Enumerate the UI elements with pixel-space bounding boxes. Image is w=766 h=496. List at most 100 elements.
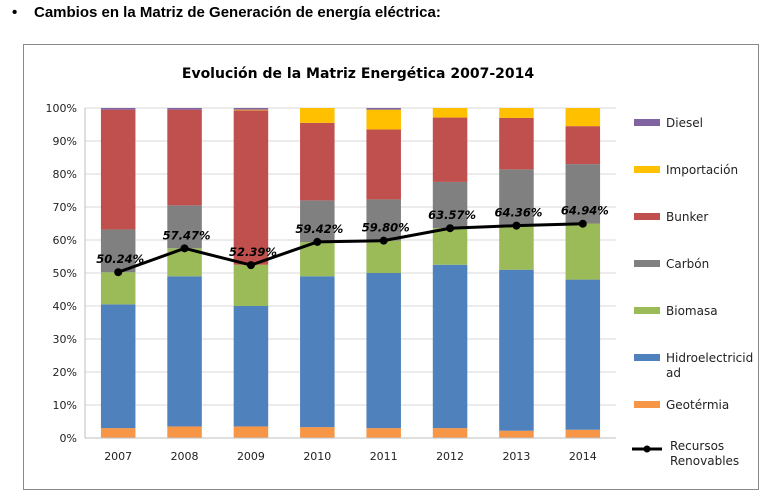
x-tick-label: 2009 <box>237 450 265 463</box>
section-heading: • Cambios en la Matriz de Generación de e… <box>12 4 441 21</box>
stacked-bar-chart: Evolución de la Matriz Energética 2007-2… <box>46 66 754 468</box>
bar-segment-bunker <box>167 109 202 206</box>
legend-label: Bunker <box>666 210 708 224</box>
renewables-point <box>313 237 322 246</box>
bar-segment-geotermia <box>432 428 468 438</box>
x-tick-label: 2014 <box>569 450 597 463</box>
bar-segment-bunker <box>366 129 401 200</box>
renewables-data-label: 59.80% <box>362 221 410 235</box>
bar-segment-geotermia <box>233 426 269 438</box>
bar-segment-hidroelectricidad <box>300 276 335 428</box>
bar-segment-biomasa <box>432 228 468 265</box>
bar-segment-biomasa <box>565 223 601 280</box>
bar-segment-hidroelectricidad <box>499 269 534 431</box>
bar-segment-biomasa <box>100 272 136 305</box>
bar-segment-hidroelectricidad <box>100 304 136 429</box>
bar-segment-biomasa <box>300 241 335 277</box>
renewables-point <box>578 219 587 228</box>
x-tick-label: 2010 <box>303 450 331 463</box>
bar-segment-hidroelectricidad <box>167 276 202 427</box>
renewables-data-label: 50.24% <box>96 252 144 266</box>
legend-label: Hidroelectricid ad <box>666 351 753 380</box>
bar-segment-carbon <box>366 199 401 241</box>
renewables-data-label: 59.42% <box>295 222 343 236</box>
legend-swatch <box>634 401 660 408</box>
legend-label: Biomasa <box>666 304 718 318</box>
legend-label: Recursos Renovables <box>670 439 739 468</box>
bar-segment-carbon <box>300 200 335 242</box>
axes-group: 0% 10% 20% 30% 40% 50% 60% 70% 80% 90% 100% 2007 200… <box>46 102 616 463</box>
legend-label-line: Renovables <box>670 454 739 468</box>
bar-segment-importacion <box>565 108 601 127</box>
bar-segment-geotermia <box>565 429 601 438</box>
y-tick-label: 40% <box>53 300 77 313</box>
bar-segment-biomasa <box>499 225 534 270</box>
x-tick-label: 2007 <box>104 450 132 463</box>
bar-segment-bunker <box>233 110 269 265</box>
legend-swatch <box>634 119 660 126</box>
legend-line-marker <box>643 445 651 453</box>
bar-segment-importacion <box>233 109 269 111</box>
legend-label-line: Recursos <box>670 439 724 453</box>
renewables-point <box>379 236 388 245</box>
bar-segment-importacion <box>499 108 534 118</box>
renewables-point <box>114 268 123 277</box>
bar-segment-geotermia <box>100 428 136 438</box>
bar-segment-hidroelectricidad <box>233 306 269 427</box>
y-tick-label: 70% <box>53 201 77 214</box>
bar-segment-diesel <box>100 108 136 110</box>
bar-segment-importacion <box>432 108 468 118</box>
legend-swatch <box>634 213 660 220</box>
x-tick-label: 2013 <box>502 450 530 463</box>
x-tick-label: 2011 <box>370 450 398 463</box>
renewables-point <box>446 224 455 233</box>
renewables-line-group: 50.24% 57.47% 52.39% 59.42% 59.80% 63.57% 64.3… <box>96 204 609 277</box>
bar-segment-biomasa <box>366 240 401 273</box>
bar-segment-geotermia <box>167 426 202 438</box>
bar-segment-bunker <box>565 126 601 165</box>
bar-segment-hidroelectricidad <box>366 273 401 429</box>
heading-text: Cambios en la Matriz de Generación de en… <box>34 4 441 21</box>
gridlines <box>85 107 616 439</box>
x-tick-label: 2008 <box>171 450 199 463</box>
bar-segment-importacion <box>300 108 335 123</box>
bar-segment-carbon <box>100 229 136 273</box>
renewables-data-label: 64.94% <box>561 204 609 218</box>
y-tick-label: 10% <box>53 399 77 412</box>
bar-segment-diesel <box>233 108 269 110</box>
y-tick-label: 60% <box>53 234 77 247</box>
bar-segment-bunker <box>499 117 534 170</box>
bar-segment-carbon <box>499 169 534 226</box>
legend-swatch <box>634 307 660 314</box>
bar-segment-geotermia <box>499 430 534 438</box>
bar-segment-geotermia <box>366 428 401 438</box>
y-tick-label: 80% <box>53 168 77 181</box>
renewables-point <box>512 221 521 230</box>
renewables-data-label: 63.57% <box>428 208 476 222</box>
bar-segment-bunker <box>300 122 335 201</box>
y-tick-label: 50% <box>53 267 77 280</box>
renewables-data-label: 64.36% <box>494 206 542 220</box>
y-tick-label: 20% <box>53 366 77 379</box>
bar-segment-importacion <box>366 109 401 130</box>
legend-label: Diesel <box>666 116 703 130</box>
legend-label: Carbón <box>666 257 709 271</box>
legend: Diesel Importación Bunker Carbón Biomasa Hidr… <box>632 116 753 468</box>
bar-segment-diesel <box>366 108 401 110</box>
legend-swatch <box>634 260 660 267</box>
bar-segment-carbon <box>167 205 202 249</box>
legend-label: Geotérmia <box>666 398 729 412</box>
chart-title: Evolución de la Matriz Energética 2007-2… <box>182 66 534 82</box>
bar-segment-biomasa <box>233 264 269 306</box>
bar-segment-geotermia <box>300 427 335 438</box>
y-tick-label: 90% <box>53 135 77 148</box>
renewables-data-label: 52.39% <box>229 245 277 259</box>
legend-swatch <box>634 166 660 173</box>
x-tick-label: 2012 <box>436 450 464 463</box>
bar-segment-diesel <box>167 108 202 110</box>
renewables-data-label: 57.47% <box>163 228 211 242</box>
bar-segment-bunker <box>432 117 468 182</box>
legend-swatch <box>634 354 660 361</box>
bar-segment-bunker <box>100 109 136 230</box>
y-tick-label: 0% <box>60 432 77 445</box>
